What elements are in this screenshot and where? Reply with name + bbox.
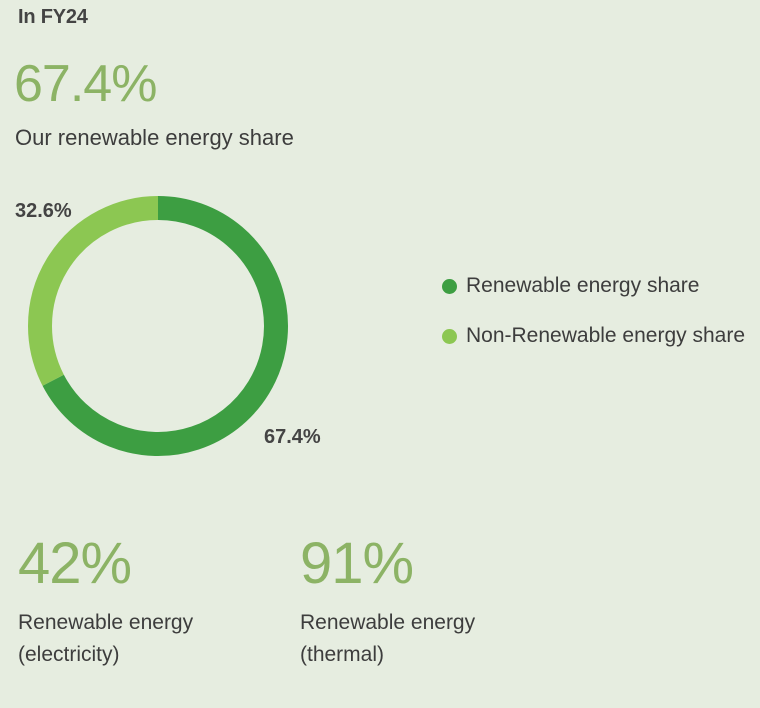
legend-swatch-renewable	[442, 278, 457, 294]
legend-swatch-non-renewable	[442, 328, 457, 344]
slice-label-non-renewable: 32.6%	[15, 200, 72, 222]
donut-chart: 67.4% 32.6%	[15, 196, 321, 456]
stat-thermal-label-line1: Renewable energy	[300, 611, 476, 634]
headline-label: Our renewable energy share	[15, 125, 294, 150]
stat-electricity-label-line1: Renewable energy	[18, 611, 194, 634]
stat-thermal: 91% Renewable energy (thermal)	[300, 535, 475, 671]
stat-electricity: 42% Renewable energy (electricity)	[18, 535, 193, 671]
donut-slice-non-renewable	[28, 196, 159, 386]
legend-label-non-renewable: Non-Renewable energy share	[466, 324, 745, 347]
chart-legend: Renewable energy share Non-Renewable ene…	[442, 270, 745, 370]
stat-electricity-value: 42%	[18, 531, 132, 596]
stat-electricity-label-line2: (electricity)	[18, 643, 120, 666]
legend-label-renewable: Renewable energy share	[466, 274, 700, 297]
donut-slice-renewable	[42, 196, 288, 456]
stat-thermal-label-line2: (thermal)	[300, 643, 385, 666]
slice-label-renewable: 67.4%	[264, 426, 321, 448]
headline-value: 67.4%	[14, 55, 157, 113]
donut-slices	[28, 196, 288, 456]
period-label: In FY24	[18, 6, 88, 28]
stat-thermal-value: 91%	[300, 531, 414, 596]
legend-item-non-renewable: Non-Renewable energy share	[442, 320, 745, 352]
legend-item-renewable: Renewable energy share	[442, 270, 745, 302]
